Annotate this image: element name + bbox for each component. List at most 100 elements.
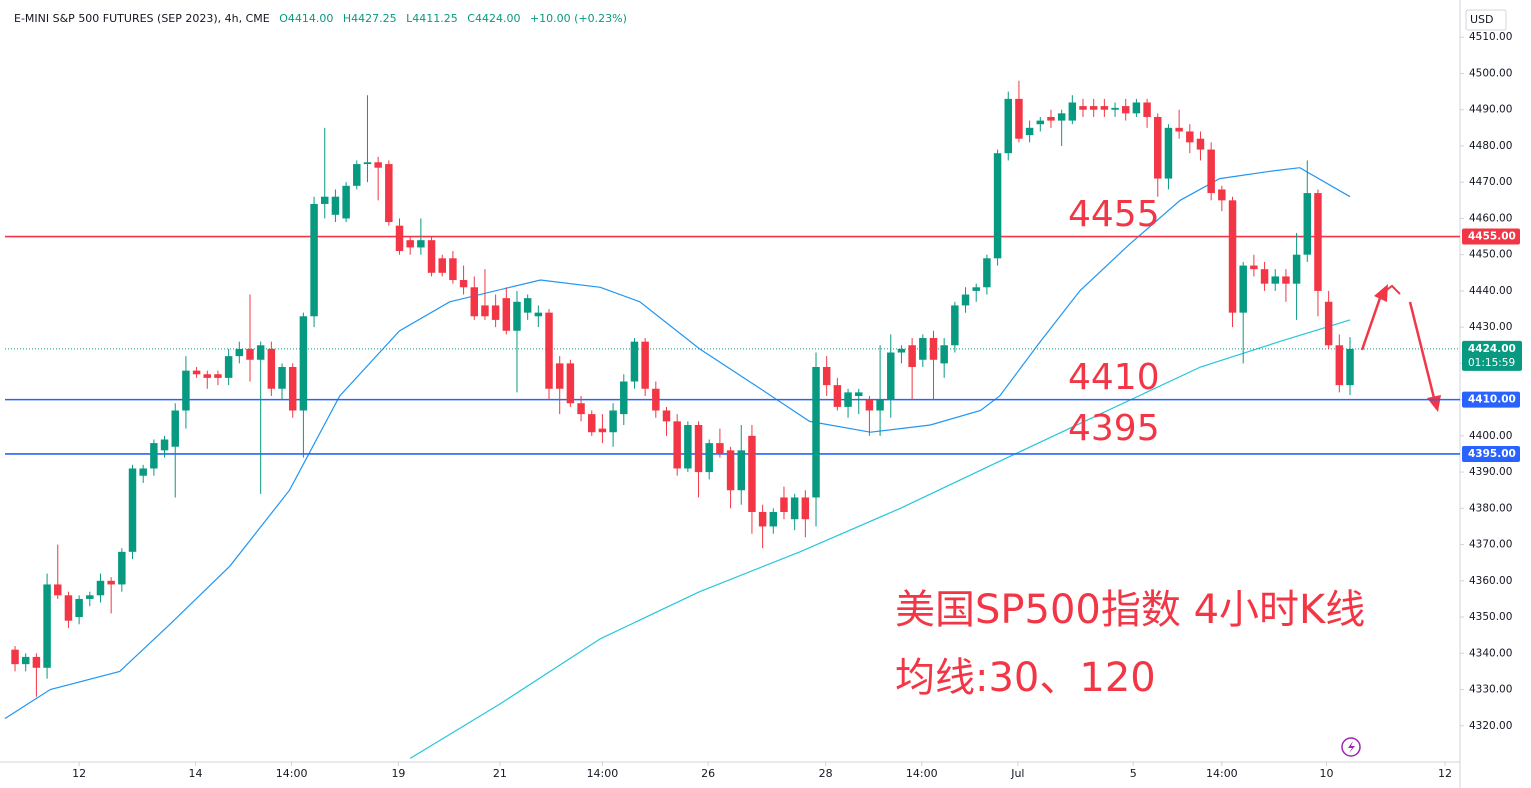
candle — [641, 338, 649, 396]
candle-body — [684, 424, 692, 469]
x-tick-label: 12 — [1438, 767, 1452, 780]
candle-body — [32, 656, 41, 668]
candle-body — [150, 443, 158, 469]
candle-body — [822, 367, 831, 386]
candle — [395, 218, 404, 255]
candle-body — [1239, 265, 1247, 313]
y-tick-label: 4460.00 — [1469, 212, 1512, 224]
candle — [374, 156, 382, 201]
candle-body — [96, 580, 105, 596]
candle-body — [470, 287, 479, 317]
last-price-tag — [1462, 340, 1522, 371]
candle-body — [118, 551, 126, 585]
candle — [951, 301, 959, 353]
ohlc-high: H4427.25 — [342, 12, 397, 25]
candle-body — [54, 584, 62, 596]
level-tag-label: 4455.00 — [1468, 231, 1516, 243]
candle — [1111, 102, 1119, 117]
candle-body — [214, 374, 222, 378]
candle-body — [919, 338, 927, 360]
candle — [54, 544, 62, 599]
candle — [790, 493, 799, 531]
candle — [577, 396, 585, 422]
candle-body — [1143, 102, 1151, 117]
candle-body — [1068, 102, 1077, 121]
candle-body — [246, 348, 254, 360]
candle-body — [940, 345, 948, 364]
candle-body — [224, 356, 233, 378]
candle-body — [203, 374, 212, 378]
y-tick-label: 4510.00 — [1469, 31, 1512, 43]
candle-body — [812, 367, 820, 498]
candle — [139, 464, 147, 483]
candle — [1186, 124, 1194, 154]
candle-body — [1036, 120, 1045, 125]
candle-body — [310, 203, 318, 317]
candle-body — [726, 450, 735, 491]
candle — [1100, 98, 1109, 117]
candle — [21, 653, 30, 672]
candle-body — [961, 294, 970, 306]
candle-body — [86, 595, 94, 599]
candle — [406, 236, 414, 255]
candle — [769, 508, 778, 534]
candle — [1004, 91, 1012, 161]
candle — [363, 95, 372, 183]
candle — [1154, 113, 1162, 197]
candle-body — [1164, 127, 1173, 179]
candle — [107, 577, 115, 614]
candle-body — [694, 424, 703, 473]
candle — [876, 345, 884, 436]
alert-icon[interactable] — [1341, 737, 1361, 757]
candle-body — [182, 370, 190, 411]
candle-body — [107, 580, 115, 585]
candle — [128, 464, 137, 560]
y-tick-label: 4500.00 — [1469, 67, 1512, 79]
candle — [588, 410, 596, 436]
y-tick-label: 4490.00 — [1469, 104, 1512, 116]
annotation: 美国SP500指数 4小时K线 — [895, 587, 1365, 633]
candle — [417, 218, 425, 255]
currency-box[interactable] — [1465, 9, 1507, 31]
candle — [929, 330, 938, 400]
candle — [1218, 185, 1226, 212]
candle — [534, 305, 543, 328]
candle — [865, 396, 874, 436]
candle-body — [1324, 301, 1333, 346]
candle-body — [1292, 254, 1301, 284]
candle — [246, 294, 254, 382]
header: E-MINI S&P 500 FUTURES (SEP 2023), 4h, C… — [14, 12, 633, 25]
candle-body — [1121, 106, 1130, 114]
candle — [983, 254, 991, 295]
candle-body — [267, 348, 276, 389]
candle — [267, 341, 276, 396]
candle — [555, 356, 564, 415]
candle-body — [1260, 269, 1269, 284]
candle — [801, 490, 810, 538]
candle — [780, 486, 788, 520]
candle-body — [427, 240, 436, 273]
candle-body — [64, 595, 73, 621]
candle — [919, 334, 927, 368]
y-tick-label: 4400.00 — [1469, 430, 1512, 442]
candle — [748, 424, 756, 534]
candle — [321, 127, 329, 219]
level-tag — [1462, 445, 1520, 462]
candle-body — [1175, 127, 1183, 132]
y-tick-label: 4370.00 — [1469, 539, 1512, 551]
y-tick-label: 4320.00 — [1469, 720, 1512, 732]
y-tick-label: 4350.00 — [1469, 611, 1512, 623]
candle — [673, 414, 681, 476]
x-tick-label: 14:00 — [1206, 767, 1238, 780]
candle-body — [1057, 113, 1066, 121]
candle-body — [1186, 131, 1194, 143]
candle — [513, 290, 521, 393]
candle — [331, 189, 340, 223]
candle-body — [139, 468, 147, 476]
candle-body — [1282, 276, 1290, 284]
candle — [459, 265, 468, 295]
candle — [1089, 98, 1098, 117]
level-note: 4455 — [1068, 194, 1160, 235]
y-tick-label: 4450.00 — [1469, 249, 1512, 261]
candle-body — [353, 164, 361, 186]
